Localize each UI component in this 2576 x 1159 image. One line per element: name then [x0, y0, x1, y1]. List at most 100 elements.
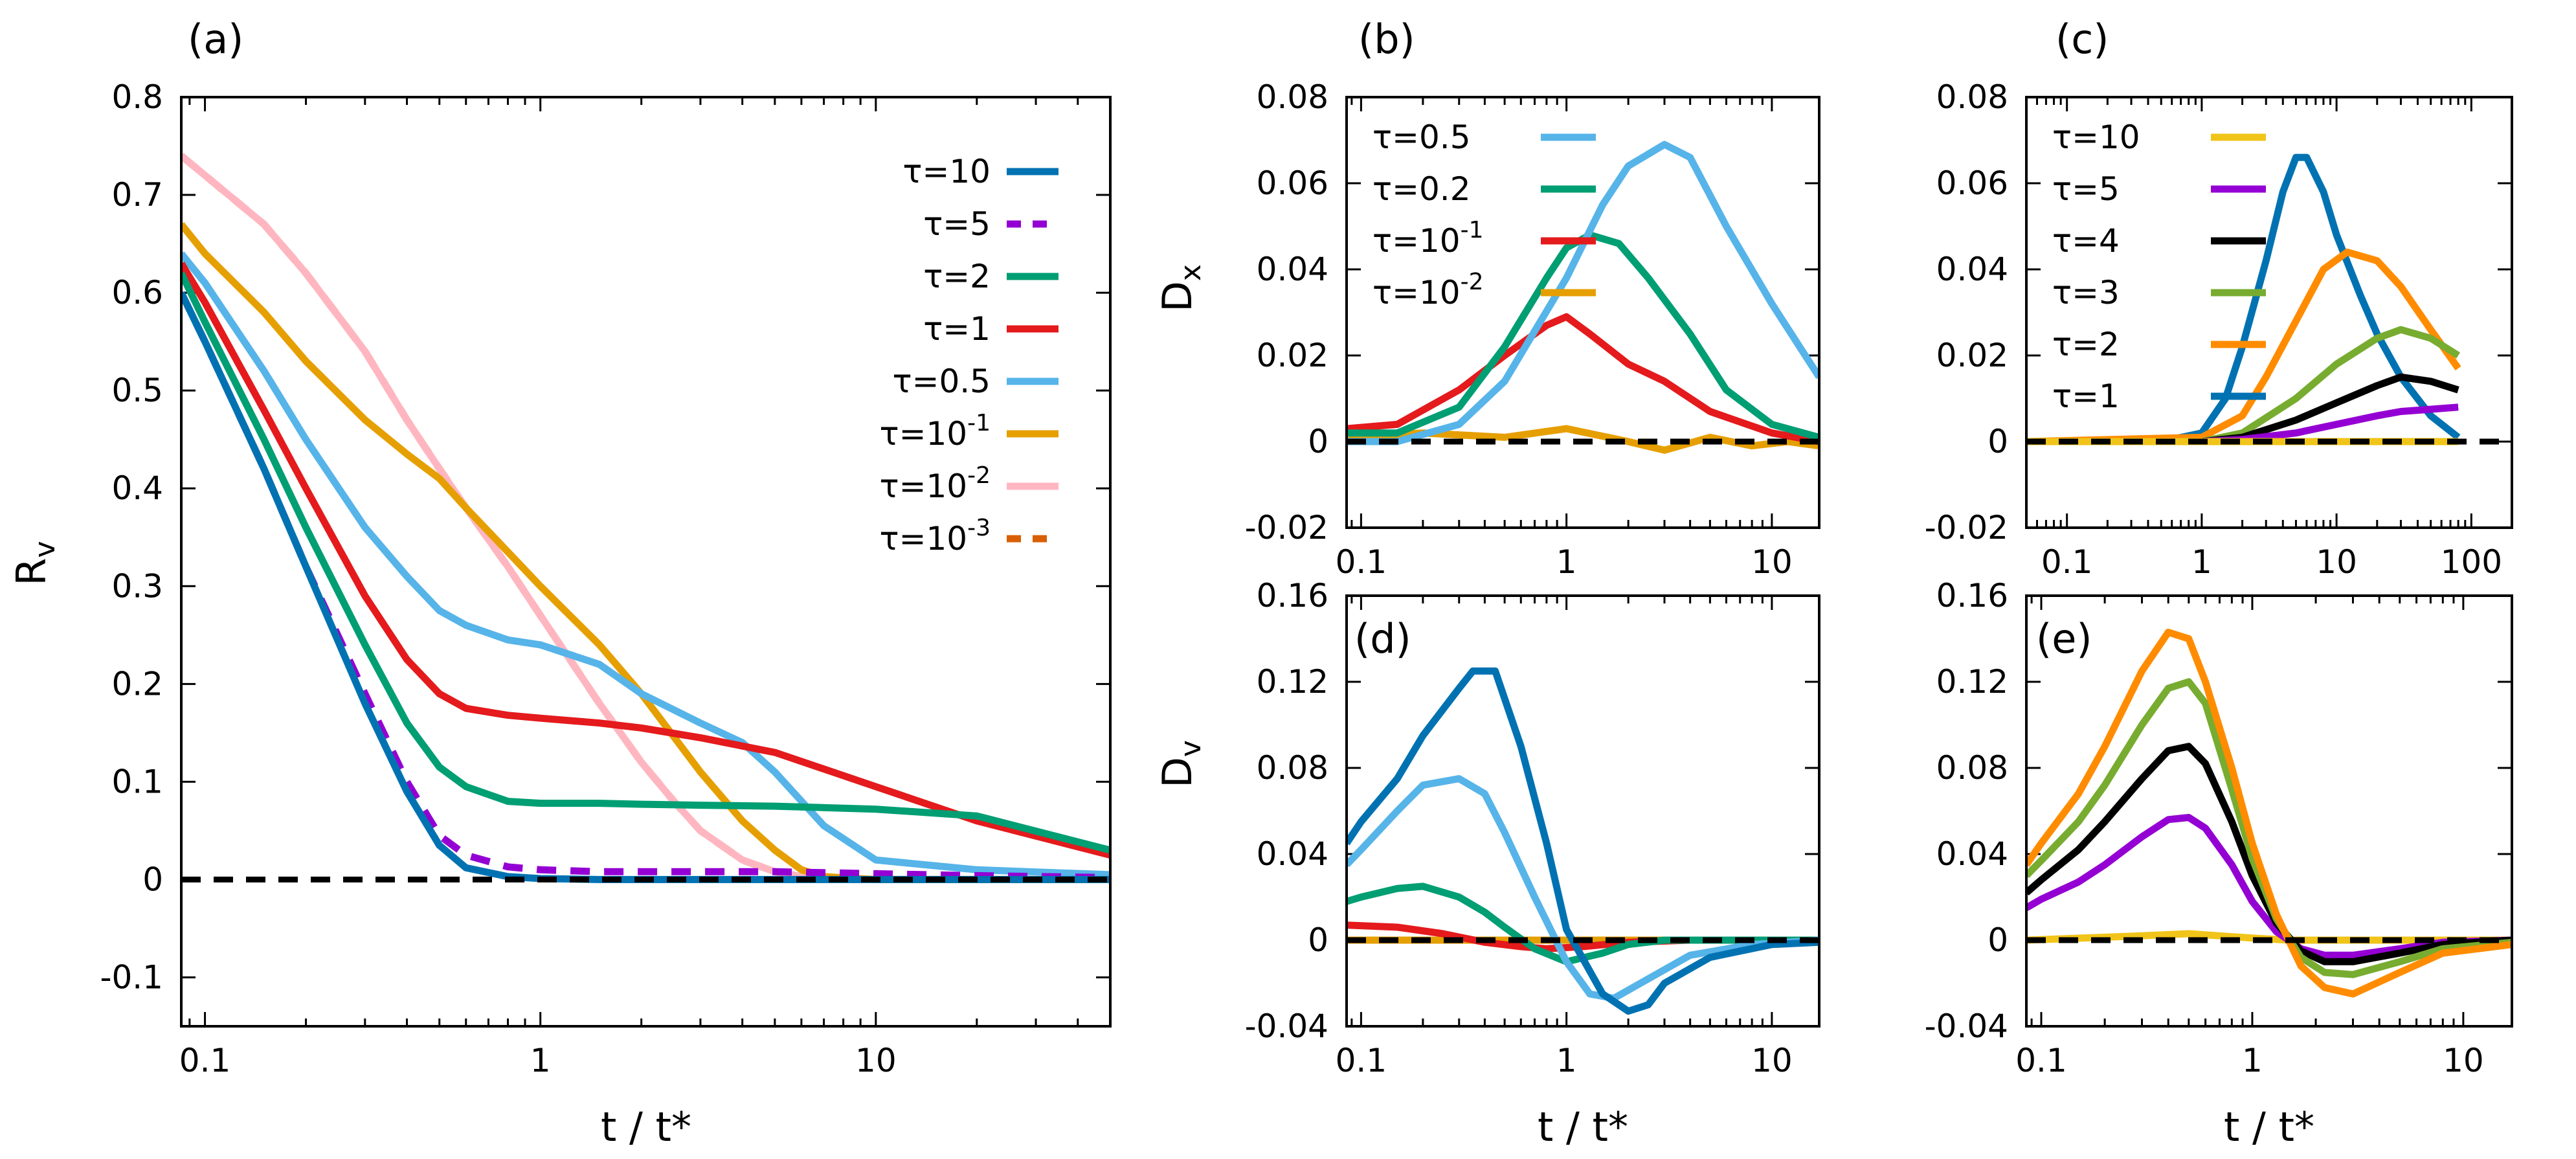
legend-label: τ=10-1: [1372, 217, 1484, 260]
ytick-label: 0.3: [111, 567, 163, 605]
legend-label: τ=10-1: [879, 410, 991, 453]
x-axis-label: t / t*: [1538, 1103, 1628, 1151]
legend-label: τ=2: [2052, 326, 2120, 363]
ytick-label: 0.08: [1257, 749, 1328, 787]
ytick-label: 0: [1988, 921, 2008, 959]
panel-label-d: (d): [1354, 615, 1411, 662]
ytick-label: -0.02: [1925, 509, 2008, 546]
xtick-label: 1: [1556, 1042, 1577, 1079]
y-axis-label: Dx: [1154, 264, 1207, 312]
plot-frame: [2025, 594, 2513, 1028]
legend-label: τ=1: [2052, 377, 2120, 415]
ytick-label: 0.12: [1257, 663, 1328, 701]
series-line-b-2: [1347, 313, 1819, 445]
series-line-e-3: [2026, 814, 2512, 959]
x-axis-label: t / t*: [2224, 1103, 2314, 1151]
ytick-label: 0: [142, 861, 163, 898]
plot-frame: [2025, 96, 2513, 529]
ytick-label: 0.08: [1257, 78, 1328, 116]
ytick-label: 0.02: [1936, 337, 2008, 374]
legend-a: τ=10 τ=5 τ=2 τ=1 τ=0.5 τ=10-1 τ=10-2 τ=10-3: [879, 153, 1058, 557]
ytick-label: -0.04: [1925, 1007, 2008, 1045]
legend-label: τ=10: [902, 153, 991, 190]
legend-label: τ=3: [2052, 274, 2120, 311]
series-line-a-1: [181, 291, 1110, 881]
legend-label: τ=4: [2052, 222, 2120, 260]
ytick-label: 0.2: [111, 665, 163, 703]
ytick-label: 0.7: [111, 176, 163, 214]
legend-label: τ=1: [923, 310, 991, 348]
ytick-label: 0.6: [111, 274, 163, 311]
xtick-label: 1: [2191, 543, 2212, 581]
ytick-label: 0.8: [111, 78, 163, 116]
xtick-label: 0.1: [2041, 543, 2093, 581]
ytick-label: 0.04: [1936, 835, 2008, 873]
xtick-label: 1: [2242, 1042, 2263, 1079]
xtick-label: 10: [855, 1042, 897, 1079]
xtick-label: 0.1: [1336, 543, 1387, 581]
ytick-label: 0.16: [1936, 577, 2008, 614]
panel-label-e: (e): [2036, 615, 2092, 662]
series-line-d-0: [1347, 667, 1819, 1015]
ytick-label: 0: [1988, 423, 2008, 460]
legend-label: τ=2: [923, 258, 991, 295]
xtick-label: 1: [530, 1042, 551, 1079]
xtick-label: 10: [2443, 1042, 2484, 1079]
panel-label-a: (a): [188, 16, 243, 63]
legend-c: τ=10 τ=5 τ=4 τ=3 τ=2 τ=1: [2052, 118, 2266, 415]
legend-label: τ=0.5: [1372, 118, 1471, 156]
series-line-c-5: [2026, 153, 2461, 445]
panel-d: (d) -0.04 0 0.04 0.08 0.12 0.16 0.1 1 10 Dv t / t*: [1154, 577, 1820, 1151]
legend-b: τ=0.5 τ=0.2 τ=10-1 τ=10-2: [1372, 118, 1596, 311]
ytick-label: -0.1: [100, 958, 163, 996]
series-line-e-2: [2026, 743, 2512, 965]
plot-frame: [1345, 96, 1820, 529]
ytick-label: 0.12: [1936, 663, 2008, 701]
ytick-label: -0.04: [1245, 1007, 1328, 1045]
legend-label: τ=10: [2052, 118, 2140, 156]
ytick-label: 0.08: [1936, 749, 2008, 787]
plot-frame: [1345, 594, 1820, 1028]
series-line-b-0: [1347, 141, 1819, 445]
ytick-label: 0.4: [111, 469, 163, 507]
ytick-label: 0.5: [111, 372, 163, 409]
ytick-label: 0.08: [1936, 78, 2008, 116]
series-line-c-4: [2026, 248, 2461, 445]
series-line-e-1: [2026, 678, 2512, 978]
series-line-a-5: [181, 221, 1110, 883]
ytick-label: 0.04: [1257, 835, 1328, 873]
ytick-label: 0.16: [1257, 577, 1328, 614]
panel-a: (a) -0.1 0 0.1 0.2 0.3 0.4 0.5 0.6 0.7 0.8 0.1 1 10 τ=…: [8, 16, 1112, 1151]
xtick-label: 0.1: [2015, 1042, 2067, 1079]
xtick-label: 0.1: [1336, 1042, 1387, 1079]
legend-label: τ=0.5: [892, 363, 991, 400]
xtick-label: 0.1: [179, 1042, 231, 1079]
panel-label-c: (c): [2055, 16, 2109, 63]
legend-label: τ=5: [2052, 170, 2120, 208]
panel-e: (e) -0.04 0 0.04 0.08 0.12 0.16 0.1 1 10 t / t*: [1925, 577, 2513, 1151]
legend-label: τ=10-2: [1372, 269, 1484, 311]
ytick-label: -0.02: [1245, 509, 1328, 546]
xtick-label: 1: [1556, 543, 1577, 581]
legend-label: τ=0.2: [1372, 170, 1471, 208]
xtick-label: 100: [2441, 543, 2502, 581]
ytick-label: 0.06: [1936, 164, 2008, 202]
ytick-label: 0.06: [1257, 164, 1328, 202]
x-axis-label: t / t*: [601, 1103, 691, 1151]
series-line-e-4: [2026, 930, 2512, 944]
series-line-d-1: [1347, 775, 1819, 1002]
panel-label-b: (b): [1358, 16, 1415, 63]
plot-frame: [180, 96, 1112, 1028]
y-axis-label: Dv: [1154, 740, 1207, 788]
series-line-a-3: [181, 261, 1110, 859]
ytick-label: 0: [1308, 921, 1328, 959]
legend-label: τ=10-2: [879, 462, 991, 505]
legend-label: τ=10-3: [879, 515, 991, 557]
ytick-label: 0.04: [1257, 251, 1328, 288]
series-line-d-2: [1347, 883, 1819, 965]
ytick-label: 0: [1308, 423, 1328, 460]
xtick-label: 10: [2316, 543, 2357, 581]
